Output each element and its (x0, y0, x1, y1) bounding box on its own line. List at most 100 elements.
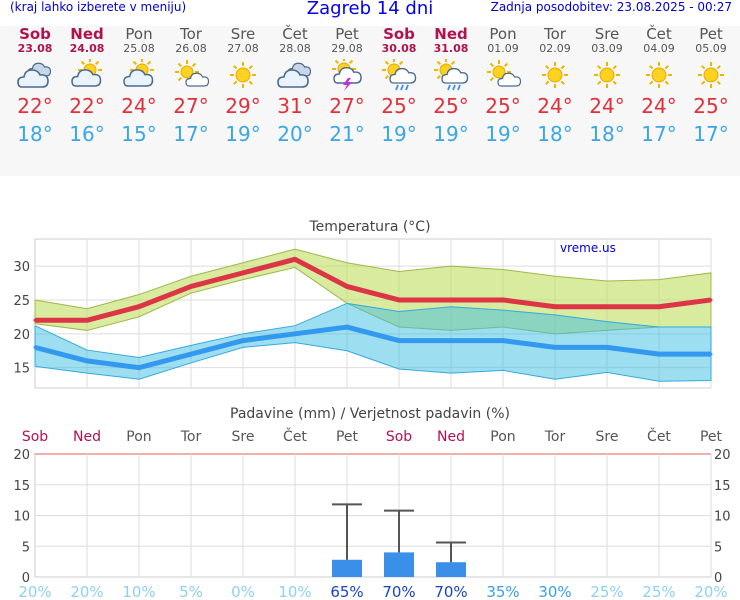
precipitation-probability: 25% (590, 583, 623, 600)
day-name: Čet (646, 25, 672, 43)
min-temperature: 15° (121, 122, 157, 146)
data-point (85, 359, 89, 363)
max-temperature: 22° (69, 94, 105, 118)
y-tick-label-right: 5 (714, 540, 722, 555)
day-name: Tor (180, 25, 202, 43)
day-column: Sre 03.09 24° 18° (581, 26, 633, 147)
max-temperature: 27° (329, 94, 365, 118)
x-day-label: Sre (596, 429, 619, 445)
x-day-label: Ned (437, 429, 465, 445)
data-point (605, 345, 609, 349)
y-tick-label-left: 10 (13, 510, 30, 525)
day-name: Čet (282, 25, 308, 43)
data-point (293, 257, 297, 261)
max-temperature: 31° (277, 94, 313, 118)
day-column: Pon 25.08 24° 15° (113, 26, 165, 147)
max-temperature: 24° (589, 94, 625, 118)
y-tick-label: 30 (13, 260, 30, 275)
day-column: Ned 24.08 22° 16° (61, 26, 113, 147)
precipitation-probability: 70% (434, 583, 467, 600)
precipitation-probability: 20% (70, 583, 103, 600)
min-temperature: 18° (17, 122, 53, 146)
max-temperature: 29° (225, 94, 261, 118)
day-column: Čet 28.08 31° 20° (269, 26, 321, 147)
day-name: Tor (544, 25, 566, 43)
data-point (85, 318, 89, 322)
day-date: 03.09 (591, 42, 623, 55)
x-day-label: Pet (336, 429, 359, 445)
temperature-chart: 15 20 25 30 vreme.us (13, 238, 713, 389)
partly-cloudy-icon (61, 58, 113, 93)
y-tick-label-right: 0 (714, 571, 722, 586)
day-date: 24.08 (69, 42, 105, 55)
x-day-label: Tor (544, 429, 566, 445)
x-day-label: Sob (386, 429, 412, 445)
data-point (397, 298, 401, 302)
precipitation-bar (384, 552, 414, 577)
x-day-label: Sre (232, 429, 255, 445)
day-name: Sre (230, 25, 256, 43)
precipitation-probability: 5% (179, 583, 203, 600)
data-point (241, 339, 245, 343)
sun-icon (633, 59, 685, 93)
max-temperature: 24° (537, 94, 573, 118)
data-point (189, 352, 193, 356)
precipitation-bar (436, 562, 466, 577)
day-column: Pet 29.08 27° 21° (321, 26, 373, 147)
y-tick-label-right: 10 (714, 510, 731, 525)
precipitation-chart-title: Padavine (mm) / Verjetnost padavin (%) (230, 406, 510, 422)
data-point (345, 325, 349, 329)
day-column: Pet 05.09 25° 17° (685, 26, 737, 147)
last-updated-text: Zadnja posodobitev: 23.08.2025 - 00:27 (490, 0, 732, 14)
data-point (137, 366, 141, 370)
day-name: Pon (489, 25, 517, 43)
x-day-label: Sob (22, 429, 48, 445)
day-date: 30.08 (381, 42, 417, 55)
day-date: 27.08 (227, 42, 259, 55)
day-date: 02.09 (539, 42, 571, 55)
thunderstorm-icon (321, 57, 373, 93)
max-temperature: 22° (17, 94, 53, 118)
day-date: 31.08 (433, 42, 469, 55)
max-temperature: 24° (121, 94, 157, 118)
data-point (657, 352, 661, 356)
sun-icon (581, 59, 633, 93)
max-temperature: 25° (433, 94, 469, 118)
precipitation-probability: 30% (538, 583, 571, 600)
max-temperature: 25° (693, 94, 729, 118)
precipitation-probability: 0% (231, 583, 255, 600)
data-point (605, 305, 609, 309)
sun-cloud-icon (477, 59, 529, 93)
min-temperature: 17° (693, 122, 729, 146)
sun-cloud-icon (165, 59, 217, 93)
sun-rain-icon (373, 58, 425, 93)
day-name: Sob (19, 25, 51, 43)
min-temperature: 20° (277, 122, 313, 146)
data-point (709, 352, 713, 356)
day-name: Ned (434, 25, 468, 43)
data-point (709, 298, 713, 302)
data-point (397, 339, 401, 343)
temperature-chart-title: Temperatura (°C) (309, 219, 431, 235)
y-tick-label-left: 0 (22, 571, 30, 586)
min-temperature: 19° (381, 122, 417, 146)
day-date: 01.09 (487, 42, 519, 55)
partly-cloudy-icon (113, 58, 165, 93)
precipitation-probability: 65% (330, 583, 363, 600)
location-menu-link[interactable]: (kraj lahko izberete v meniju) (10, 0, 187, 14)
data-point (345, 284, 349, 288)
day-column: Tor 02.09 24° 18° (529, 26, 581, 147)
day-date: 05.09 (695, 42, 727, 55)
x-day-label: Pet (700, 429, 723, 445)
min-temperature: 16° (69, 122, 105, 146)
precipitation-probability: 20% (18, 583, 51, 600)
data-point (553, 305, 557, 309)
data-point (657, 305, 661, 309)
min-temperature-line (34, 324, 711, 371)
data-point (33, 318, 37, 322)
x-day-label: Čet (283, 427, 307, 445)
precipitation-bar (332, 559, 362, 577)
data-point (33, 345, 37, 349)
min-temperature: 19° (433, 122, 469, 146)
data-point (449, 339, 453, 343)
